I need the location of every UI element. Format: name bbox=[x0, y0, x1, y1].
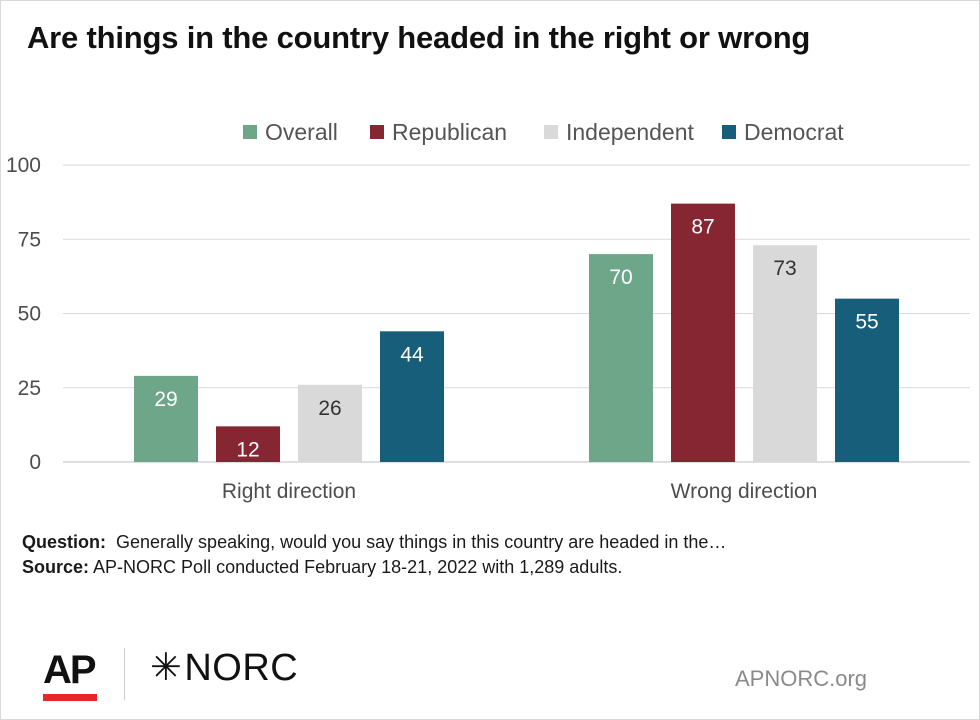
legend-swatch bbox=[544, 125, 558, 139]
norc-logo-text: NORC bbox=[184, 647, 299, 689]
y-tick-label: 0 bbox=[29, 451, 41, 474]
bar bbox=[216, 426, 280, 462]
data-label: 73 bbox=[773, 257, 796, 280]
data-label: 70 bbox=[609, 266, 632, 289]
bar bbox=[589, 254, 653, 462]
footer: AP ✳NORC APNORC.org bbox=[0, 630, 980, 720]
ap-logo: AP bbox=[43, 648, 97, 692]
footer-divider bbox=[124, 648, 125, 700]
bar bbox=[753, 245, 817, 462]
data-label: 44 bbox=[400, 343, 424, 366]
legend-swatch bbox=[722, 125, 736, 139]
bar bbox=[134, 375, 198, 462]
x-tick-label: Right direction bbox=[222, 480, 356, 503]
bar bbox=[298, 384, 362, 462]
x-tick-label: Wrong direction bbox=[671, 480, 818, 503]
question-label: Question: bbox=[22, 532, 106, 552]
legend: Overall Republican Independent Democrat bbox=[243, 119, 844, 145]
bar bbox=[671, 203, 735, 463]
source-line: Source: AP-NORC Poll conducted February … bbox=[22, 555, 726, 580]
ap-logo-underline bbox=[43, 694, 97, 701]
norc-logo: ✳NORC bbox=[150, 645, 298, 690]
bar-chart: Overall Republican Independent Democrat 0 25… bbox=[6, 119, 970, 503]
bars: 29 12 26 44 70 87 73 55 bbox=[134, 203, 899, 463]
legend-swatch bbox=[370, 125, 384, 139]
notes: Question: Generally speaking, would you … bbox=[22, 530, 726, 580]
source-label: Source: bbox=[22, 557, 90, 577]
y-tick-label: 25 bbox=[18, 377, 41, 400]
chart-title: Are things in the country headed in the … bbox=[27, 20, 811, 55]
data-label: 87 bbox=[691, 216, 714, 239]
data-label: 55 bbox=[855, 311, 878, 334]
data-label: 26 bbox=[318, 397, 341, 420]
y-tick-label: 50 bbox=[18, 303, 41, 326]
question-text: Generally speaking, would you say things… bbox=[116, 532, 727, 552]
data-label: 29 bbox=[154, 388, 177, 411]
norc-star-icon: ✳ bbox=[150, 647, 183, 689]
grid: 0 25 50 75 100 bbox=[6, 154, 970, 474]
y-tick-label: 75 bbox=[18, 228, 41, 251]
legend-label: Democrat bbox=[744, 119, 844, 145]
legend-label: Overall bbox=[265, 119, 338, 145]
legend-label: Republican bbox=[392, 119, 507, 145]
legend-swatch bbox=[243, 125, 257, 139]
bar bbox=[380, 331, 444, 462]
site-link: APNORC.org bbox=[735, 666, 868, 691]
y-tick-label: 100 bbox=[6, 154, 41, 177]
legend-label: Independent bbox=[566, 119, 695, 145]
source-text: AP-NORC Poll conducted February 18-21, 2… bbox=[93, 557, 623, 577]
question-line: Question: Generally speaking, would you … bbox=[22, 530, 726, 555]
data-label: 12 bbox=[236, 438, 259, 461]
x-axis: Right direction Wrong direction bbox=[222, 480, 817, 503]
bar bbox=[835, 298, 899, 462]
